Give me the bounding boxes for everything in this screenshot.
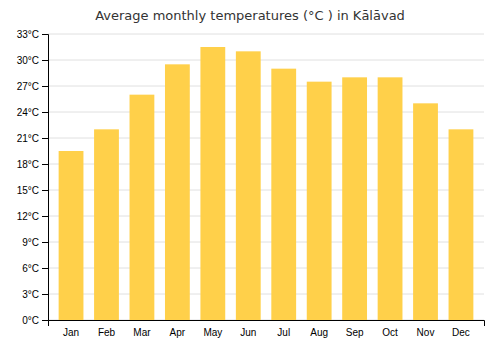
tick: Feb: [98, 327, 116, 338]
tick-mark: [42, 216, 48, 217]
tick: Jan: [63, 327, 79, 338]
tick-mark: [42, 190, 48, 191]
bars: [59, 47, 474, 320]
tick: 21°C: [17, 133, 48, 144]
tick-label: Oct: [382, 327, 398, 338]
tick-label: Mar: [133, 327, 151, 338]
tick-label: Sep: [346, 327, 364, 338]
tick-label: May: [203, 327, 222, 338]
bar: [413, 103, 438, 320]
x-axis: Jan Feb Mar Apr May Jun Jul Aug Sep Oct Nov Dec: [49, 321, 485, 339]
tick: May: [203, 327, 222, 338]
tick-label: 6°C: [22, 263, 39, 274]
tick: 27°C: [17, 81, 48, 92]
tick-label: 15°C: [17, 185, 39, 196]
tick: Apr: [170, 327, 186, 338]
tick-mark: [42, 294, 48, 295]
tick: Mar: [133, 327, 151, 338]
tick: 24°C: [17, 107, 48, 118]
bar: [165, 64, 190, 320]
tick-mark: [42, 34, 48, 35]
tick-label: Feb: [98, 327, 116, 338]
bar: [449, 129, 474, 320]
grid-line: [48, 60, 484, 61]
chart: Average monthly temperatures (°C ) in Kā…: [0, 0, 500, 350]
tick-mark: [42, 112, 48, 113]
title: Average monthly temperatures (°C ) in Kā…: [95, 8, 405, 23]
bar: [236, 51, 261, 320]
bar: [307, 82, 332, 320]
bar: [59, 151, 84, 320]
bar: [342, 77, 367, 320]
plot: 0°C 3°C 6°C 9°C 12°C 15°C 18°C 21°C 24°C 27°C 30°C…: [17, 29, 485, 338]
tick-label: Nov: [417, 327, 435, 338]
tick: 3°C: [22, 289, 48, 300]
bar: [271, 69, 296, 320]
tick: 18°C: [17, 159, 48, 170]
tick: 9°C: [22, 237, 48, 248]
tick-mark: [42, 86, 48, 87]
tick: Sep: [346, 327, 364, 338]
tick: 12°C: [17, 211, 48, 222]
tick-label: 24°C: [17, 107, 39, 118]
tick: 0°C: [22, 315, 48, 326]
tick-mark: [42, 268, 48, 269]
tick: 15°C: [17, 185, 48, 196]
tick-label: 3°C: [22, 289, 39, 300]
tick: Aug: [310, 327, 328, 338]
axis-line: [42, 35, 49, 321]
tick-label: 21°C: [17, 133, 39, 144]
tick-label: Aug: [310, 327, 328, 338]
tick-label: 30°C: [17, 55, 39, 66]
bar: [130, 95, 155, 320]
tick: Dec: [452, 327, 470, 338]
tick: Jul: [277, 327, 290, 338]
tick-label: Dec: [452, 327, 470, 338]
bar: [378, 77, 403, 320]
tick: 30°C: [17, 55, 48, 66]
tick: 33°C: [17, 29, 48, 40]
tick-mark: [42, 164, 48, 165]
grid: [48, 34, 484, 320]
tick-label: Jul: [277, 327, 290, 338]
tick-label: 33°C: [17, 29, 39, 40]
tick: Oct: [382, 327, 398, 338]
tick: Jun: [240, 327, 256, 338]
tick-label: 27°C: [17, 81, 39, 92]
y-axis: 0°C 3°C 6°C 9°C 12°C 15°C 18°C 21°C 24°C 27°C 30°C…: [17, 29, 49, 326]
tick-mark: [42, 320, 48, 321]
tick-label: 0°C: [22, 315, 39, 326]
tick: Nov: [417, 327, 435, 338]
tick-label: 9°C: [22, 237, 39, 248]
bar: [94, 129, 119, 320]
tick-label: Jun: [240, 327, 256, 338]
tick-label: Jan: [63, 327, 79, 338]
tick-label: Apr: [170, 327, 186, 338]
tick-mark: [42, 60, 48, 61]
tick: 6°C: [22, 263, 48, 274]
grid-line: [48, 34, 484, 35]
tick-mark: [42, 242, 48, 243]
bar: [200, 47, 225, 320]
tick-label: 12°C: [17, 211, 39, 222]
axis-line: [49, 321, 485, 327]
tick-mark: [42, 138, 48, 139]
tick-label: 18°C: [17, 159, 39, 170]
grid-line: [48, 86, 484, 87]
